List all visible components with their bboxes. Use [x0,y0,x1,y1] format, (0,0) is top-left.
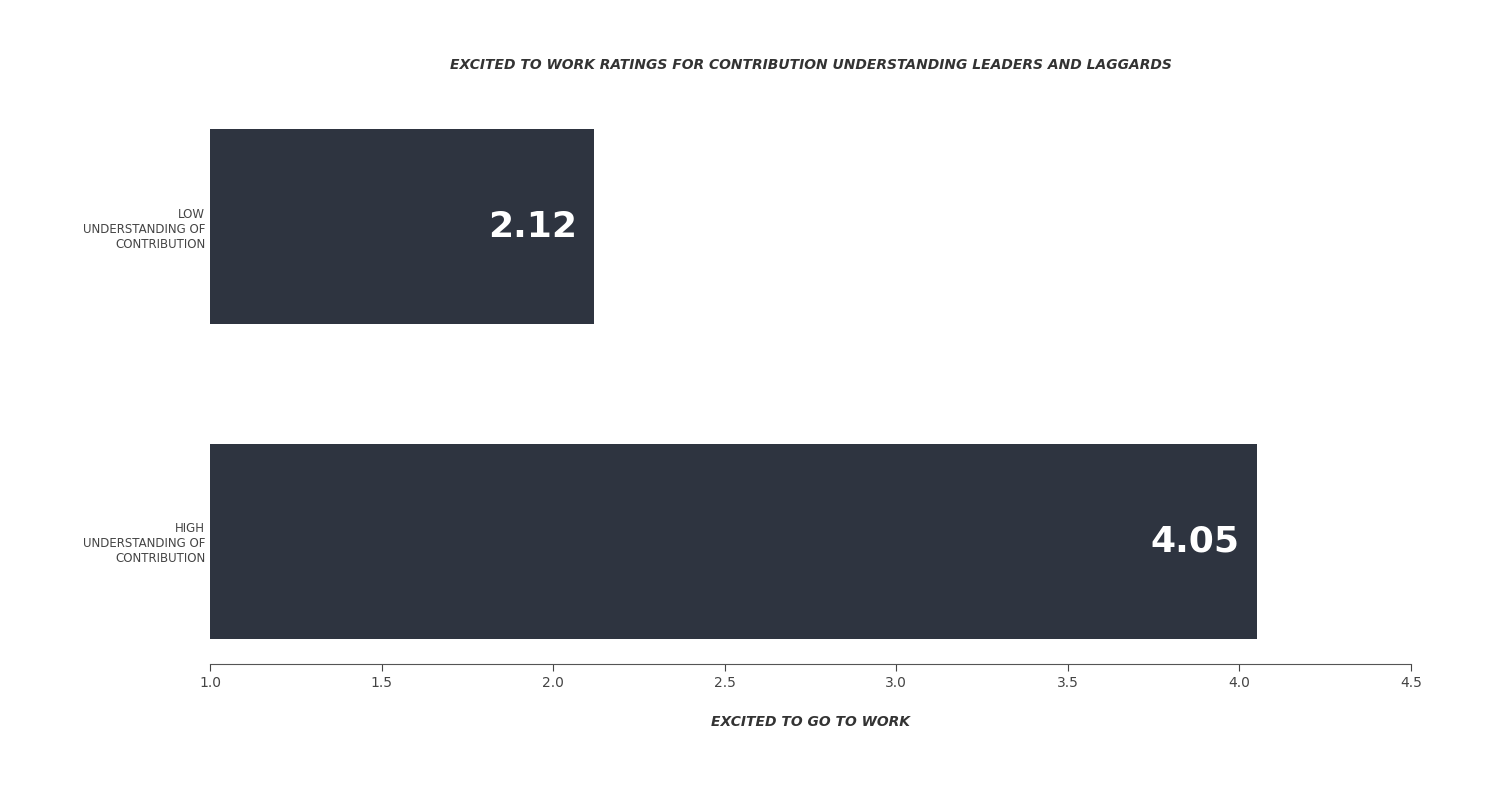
Title: EXCITED TO WORK RATINGS FOR CONTRIBUTION UNDERSTANDING LEADERS AND LAGGARDS: EXCITED TO WORK RATINGS FOR CONTRIBUTION… [450,58,1171,72]
X-axis label: EXCITED TO GO TO WORK: EXCITED TO GO TO WORK [711,715,910,729]
Text: 4.05: 4.05 [1150,524,1240,558]
Text: 2.12: 2.12 [488,210,578,244]
Bar [210,444,1256,638]
Bar [210,130,594,324]
